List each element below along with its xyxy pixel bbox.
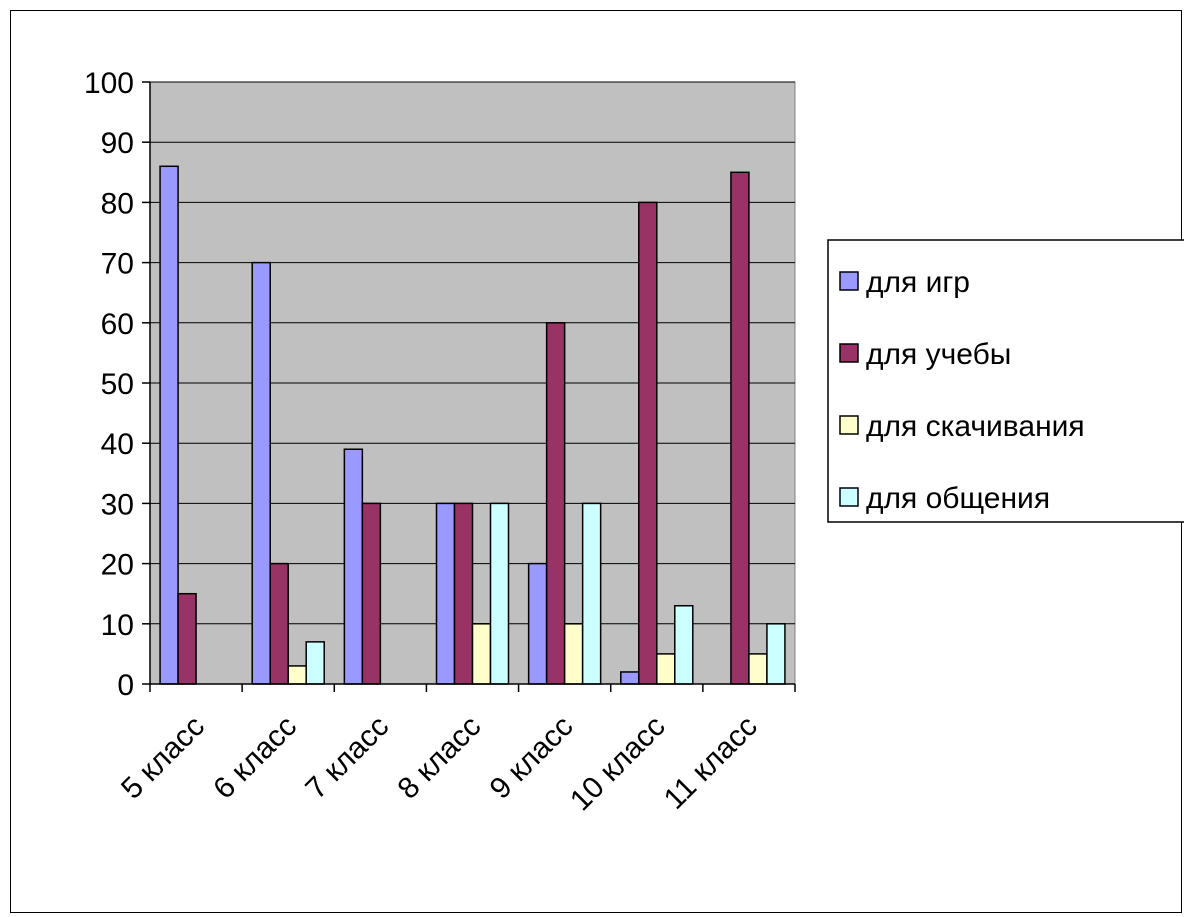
x-tick-label-5: 10 класс [564,710,672,818]
y-tick-label-30: 30 [101,488,134,521]
y-tick-label-0: 0 [117,669,134,702]
legend: для игр для учебы для скачивания для общени… [827,239,1184,523]
y-tick-label-50: 50 [101,368,134,401]
bar-series-3-cat-1 [305,641,325,685]
legend-swatch-1 [839,343,859,363]
bar-series-2-cat-3 [471,623,492,685]
bar-series-2-cat-6 [748,653,768,685]
y-tick-label-70: 70 [101,248,134,281]
y-tick-label-20: 20 [101,549,134,582]
bar-series-0-cat-0 [159,165,179,685]
bar-series-2-cat-5 [656,653,676,685]
y-tick-label-80: 80 [101,187,134,220]
legend-label-1: для учебы [866,338,1011,371]
legend-swatch-3 [839,487,859,507]
bar-series-1-cat-3 [453,502,474,685]
bar-series-3-cat-4 [581,502,602,685]
legend-swatch-2 [839,415,859,435]
bar-series-0-cat-3 [435,502,456,685]
bar-series-1-cat-2 [361,502,382,685]
legend-label-2: для скачивания [866,410,1085,443]
bar-series-3-cat-5 [674,604,694,685]
x-tick-label-1: 6 класс [207,710,303,806]
legend-label-3: для общения [866,482,1050,515]
x-tick-label-4: 9 класс [484,710,580,806]
x-tick-label-0: 5 класс [115,710,211,806]
bar-series-1-cat-0 [177,592,197,685]
bar-series-1-cat-6 [730,171,750,685]
x-tick-label-3: 8 класс [392,710,488,806]
legend-swatch-0 [839,271,859,291]
legend-label-0: для игр [866,266,970,299]
x-tick-label-2: 7 класс [299,710,395,806]
bar-series-0-cat-2 [343,448,364,685]
bar-series-0-cat-1 [251,261,271,685]
bar-series-1-cat-5 [638,201,658,685]
x-tick-label-6: 11 класс [658,710,764,816]
y-tick-label-100: 100 [84,67,134,100]
bar-series-2-cat-1 [287,665,307,685]
legend-box [827,239,1184,523]
y-tick-label-90: 90 [101,127,134,160]
bar-series-2-cat-4 [563,623,584,685]
y-tick-label-60: 60 [101,308,134,341]
bar-series-1-cat-4 [545,322,566,685]
bar-series-3-cat-6 [766,623,786,685]
bar-series-0-cat-4 [527,562,548,685]
y-tick-label-10: 10 [101,609,134,642]
bar-series-3-cat-3 [489,502,510,685]
bar-series-0-cat-5 [620,671,640,685]
bars [159,165,786,685]
y-tick-label-40: 40 [101,428,134,461]
bar-series-1-cat-1 [269,562,289,685]
